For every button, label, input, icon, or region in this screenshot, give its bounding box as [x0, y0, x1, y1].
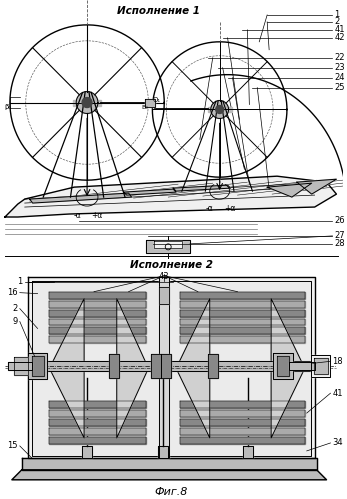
Text: +α: +α: [91, 211, 103, 220]
Polygon shape: [180, 327, 305, 334]
Polygon shape: [82, 446, 92, 458]
Polygon shape: [208, 106, 231, 112]
Polygon shape: [145, 98, 155, 106]
Polygon shape: [208, 354, 218, 378]
Text: +α: +α: [224, 204, 235, 213]
Polygon shape: [271, 298, 305, 438]
Polygon shape: [277, 356, 289, 376]
Polygon shape: [50, 336, 146, 343]
Polygon shape: [28, 361, 313, 371]
Polygon shape: [124, 189, 176, 195]
Polygon shape: [314, 358, 328, 374]
Polygon shape: [158, 446, 168, 458]
Polygon shape: [311, 355, 330, 377]
Polygon shape: [243, 446, 253, 458]
Polygon shape: [180, 419, 305, 426]
Polygon shape: [32, 356, 43, 376]
Text: 41: 41: [332, 389, 343, 398]
Polygon shape: [146, 240, 190, 253]
Polygon shape: [273, 353, 293, 379]
Polygon shape: [180, 291, 305, 298]
Polygon shape: [211, 100, 229, 118]
Polygon shape: [180, 309, 305, 316]
Polygon shape: [180, 428, 305, 435]
Polygon shape: [50, 327, 146, 334]
Polygon shape: [28, 277, 315, 458]
Polygon shape: [267, 183, 312, 197]
Text: -α: -α: [73, 211, 81, 220]
Text: 42: 42: [335, 33, 345, 42]
Polygon shape: [180, 318, 305, 325]
Text: 16: 16: [7, 288, 18, 297]
Polygon shape: [50, 410, 146, 417]
Polygon shape: [73, 99, 101, 105]
Polygon shape: [32, 281, 162, 456]
Polygon shape: [180, 300, 305, 307]
Polygon shape: [5, 176, 337, 217]
Polygon shape: [151, 354, 161, 378]
Text: 27: 27: [335, 232, 345, 241]
Polygon shape: [50, 291, 146, 298]
Text: 24: 24: [335, 73, 345, 82]
Polygon shape: [50, 318, 146, 325]
Text: -α: -α: [206, 204, 214, 213]
Polygon shape: [154, 241, 182, 248]
Text: 18: 18: [332, 357, 343, 366]
Text: 1: 1: [17, 277, 23, 286]
Polygon shape: [297, 179, 337, 194]
Polygon shape: [12, 470, 327, 480]
Text: Фиг.8: Фиг.8: [154, 487, 188, 497]
Polygon shape: [109, 354, 119, 378]
Polygon shape: [76, 92, 98, 113]
Text: 23: 23: [335, 63, 345, 72]
Text: 34: 34: [332, 439, 343, 448]
Text: Исполнение 1: Исполнение 1: [117, 6, 200, 16]
Text: 26: 26: [335, 217, 345, 226]
Polygon shape: [180, 437, 305, 444]
Text: Исполнение 2: Исполнение 2: [130, 260, 213, 270]
Polygon shape: [180, 410, 305, 417]
Polygon shape: [50, 428, 146, 435]
Polygon shape: [117, 298, 149, 438]
Polygon shape: [173, 185, 230, 191]
Polygon shape: [159, 286, 169, 303]
Polygon shape: [180, 401, 305, 408]
Polygon shape: [50, 401, 146, 408]
Text: β₀: β₀: [4, 103, 11, 109]
Polygon shape: [180, 336, 305, 343]
Text: 43: 43: [159, 272, 170, 281]
Text: 22: 22: [335, 53, 345, 62]
Text: 2: 2: [12, 304, 18, 313]
Polygon shape: [50, 437, 146, 444]
Polygon shape: [216, 105, 223, 113]
Text: 25: 25: [335, 83, 345, 92]
Polygon shape: [166, 281, 311, 456]
Text: B₀: B₀: [142, 105, 148, 110]
Polygon shape: [50, 298, 84, 438]
Text: 41: 41: [335, 25, 345, 34]
Text: 1: 1: [335, 10, 340, 19]
Polygon shape: [176, 298, 210, 438]
Text: 9: 9: [12, 317, 18, 326]
Polygon shape: [30, 193, 132, 203]
Text: 15: 15: [7, 442, 18, 451]
Polygon shape: [82, 97, 92, 107]
Polygon shape: [161, 354, 171, 378]
Polygon shape: [159, 277, 169, 458]
Text: O₁: O₁: [152, 96, 161, 102]
Polygon shape: [50, 419, 146, 426]
Polygon shape: [50, 300, 146, 307]
Polygon shape: [8, 362, 32, 370]
Polygon shape: [28, 353, 48, 379]
Text: 2: 2: [335, 17, 340, 26]
Polygon shape: [14, 357, 28, 375]
Text: 28: 28: [335, 240, 345, 249]
Polygon shape: [289, 362, 315, 370]
Polygon shape: [50, 309, 146, 316]
Polygon shape: [22, 458, 316, 470]
